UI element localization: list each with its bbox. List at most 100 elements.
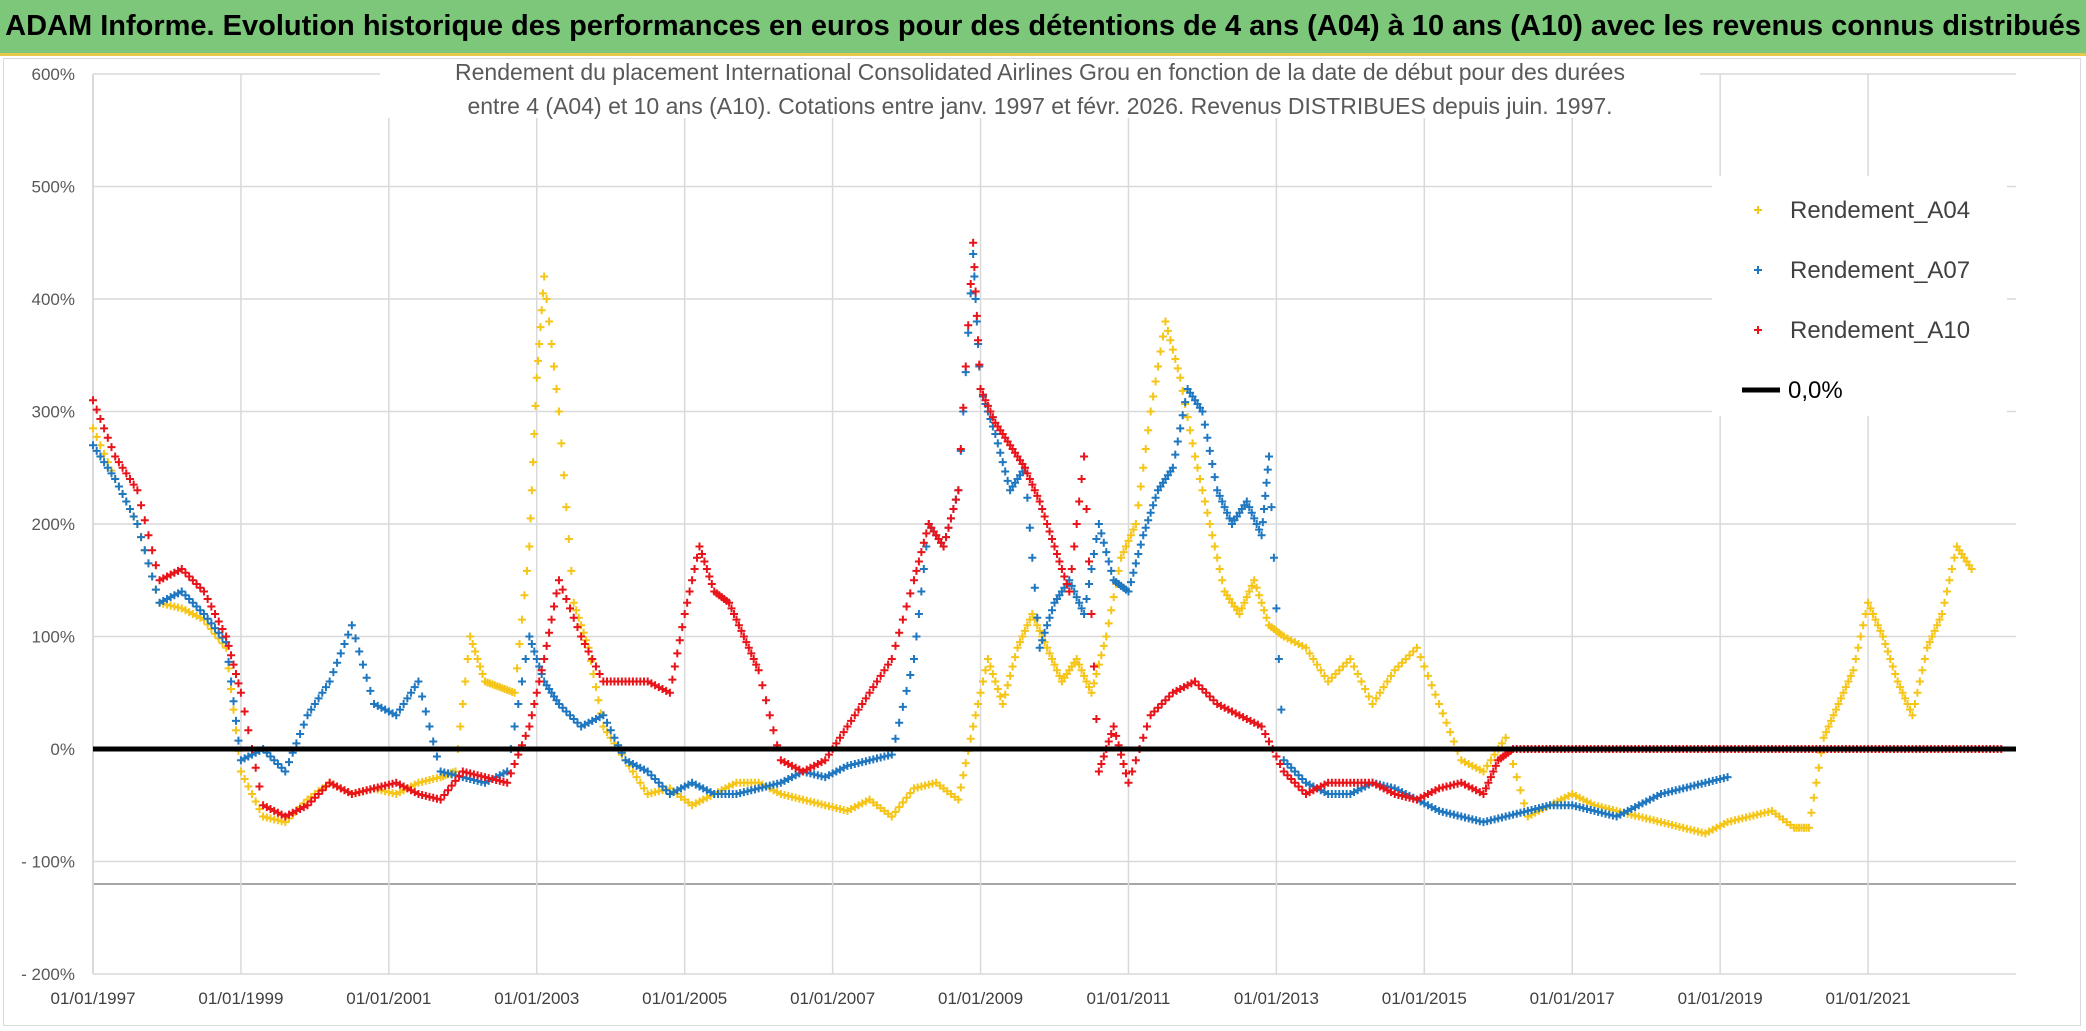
data-point: [329, 668, 338, 677]
data-point: [569, 613, 578, 622]
data-point: [562, 707, 571, 716]
data-point: [887, 750, 896, 759]
data-point: [1223, 508, 1232, 517]
data-point: [1242, 497, 1251, 506]
data-point: [188, 576, 197, 585]
data-point: [196, 606, 205, 615]
data-point: [122, 497, 131, 506]
data-point: [599, 711, 608, 720]
data-point: [521, 655, 530, 663]
data-point: [203, 595, 212, 603]
data-point: [403, 694, 412, 703]
legend-swatch: [1754, 206, 1762, 214]
data-point: [137, 533, 146, 542]
data-point: [535, 340, 544, 348]
data-point: [114, 458, 123, 467]
data-point: [1923, 643, 1932, 652]
data-point: [418, 692, 427, 701]
data-point: [1001, 467, 1010, 476]
data-point: [96, 452, 105, 461]
y-tick-label: 500%: [32, 178, 75, 197]
data-point: [1142, 722, 1151, 731]
data-point: [1038, 505, 1047, 513]
data-point: [1149, 501, 1158, 510]
data-point: [530, 647, 539, 656]
data-point: [1139, 531, 1148, 540]
data-point: [440, 790, 449, 799]
data-point: [510, 688, 519, 697]
data-point: [137, 501, 146, 510]
data-point: [732, 615, 741, 624]
data-point: [540, 655, 549, 663]
data-point: [1107, 566, 1116, 575]
y-tick-label: 200%: [32, 515, 75, 534]
data-point: [303, 801, 312, 810]
data-point: [1119, 760, 1128, 768]
data-point: [1033, 491, 1042, 500]
data-point: [314, 694, 323, 703]
data-point: [1497, 739, 1506, 748]
data-point: [1262, 478, 1271, 487]
data-point: [670, 662, 679, 671]
data-point: [1489, 767, 1498, 776]
data-point: [919, 565, 928, 573]
data-point: [525, 632, 534, 641]
data-point: [432, 752, 441, 761]
data-point: [114, 482, 123, 491]
data-point: [636, 778, 645, 787]
data-point: [214, 617, 223, 626]
data-point: [1151, 377, 1160, 386]
data-point: [527, 486, 536, 495]
data-point: [1203, 433, 1212, 442]
data-point: [1368, 700, 1377, 708]
data-point: [530, 430, 539, 438]
data-point: [580, 640, 589, 648]
data-point: [284, 758, 293, 767]
data-point: [1144, 516, 1153, 525]
data-point: [251, 763, 260, 772]
data-point: [1481, 784, 1490, 793]
data-point: [1082, 677, 1091, 686]
data-point: [125, 505, 134, 513]
data-point: [1512, 773, 1521, 782]
data-point: [1261, 491, 1270, 500]
data-point: [734, 621, 743, 630]
data-point: [983, 401, 992, 410]
data-point: [599, 722, 608, 731]
data-point: [292, 739, 301, 748]
data-point: [986, 662, 995, 671]
data-point: [895, 628, 904, 637]
data-point: [251, 797, 260, 806]
data-point: [545, 317, 554, 326]
data-point: [214, 628, 223, 637]
data-point: [1491, 761, 1500, 770]
data-point: [1834, 700, 1843, 708]
data-point: [902, 602, 911, 611]
data-point: [1131, 756, 1140, 765]
data-point: [1873, 621, 1882, 630]
data-point: [207, 602, 216, 611]
data-point: [1104, 557, 1113, 566]
data-point: [355, 647, 364, 656]
title-line: entre 4 (A04) et 10 ans (A10). Cotations…: [467, 93, 1612, 119]
data-point: [510, 722, 519, 731]
data-point: [1033, 621, 1042, 630]
data-point: [1035, 643, 1044, 652]
data-point: [456, 722, 465, 731]
data-point: [1003, 476, 1012, 485]
data-point: [603, 718, 612, 727]
data-point: [1301, 643, 1310, 652]
data-point: [234, 679, 243, 688]
data-point: [747, 649, 756, 658]
data-point: [843, 722, 852, 731]
data-point: [1050, 542, 1059, 551]
data-point: [914, 610, 923, 618]
data-point: [1375, 688, 1384, 697]
data-point: [884, 660, 893, 669]
data-point: [522, 566, 531, 575]
data-point: [1255, 591, 1264, 600]
data-point: [466, 632, 475, 641]
data-point: [1247, 508, 1256, 517]
data-point: [1124, 778, 1133, 787]
data-point: [1245, 503, 1254, 512]
